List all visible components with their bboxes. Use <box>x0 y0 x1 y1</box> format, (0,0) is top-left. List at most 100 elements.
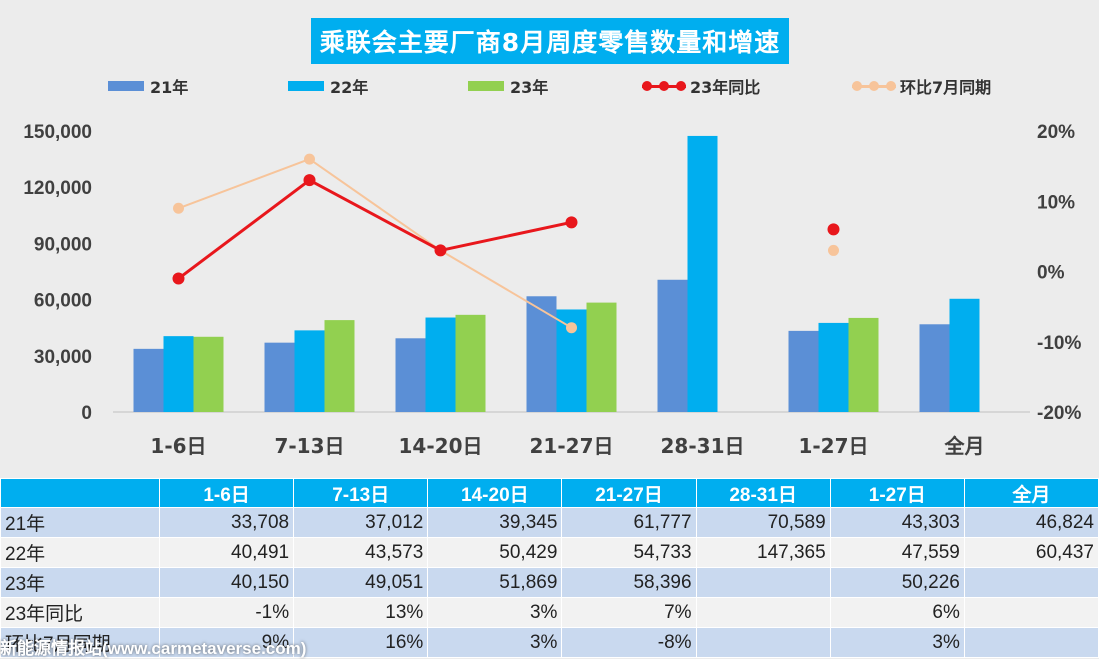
legend-line-mom <box>852 80 896 92</box>
y-right-tick-label: -20% <box>1037 403 1081 424</box>
point-环比7月同期 <box>828 244 839 256</box>
table-cell: 40,491 <box>158 537 295 568</box>
bar-22年 <box>949 298 980 412</box>
legend-swatch-21 <box>108 81 144 91</box>
chart-legend: 21年 22年 23年 23年同比 环比7月 <box>0 74 1099 98</box>
legend-label-yoy: 23年同比 <box>690 78 761 97</box>
table-header-cell: 21-27日 <box>561 478 697 508</box>
bar-22年 <box>163 336 194 412</box>
legend-label-mom: 环比7月同期 <box>900 78 992 97</box>
legend-item-mom: 环比7月同期 <box>852 74 991 98</box>
y-right-tick-label: 20% <box>1037 122 1075 143</box>
table-cell: 61,777 <box>561 507 697 538</box>
legend-item-yoy: 23年同比 <box>642 74 760 98</box>
y-left-tick-label: 30,000 <box>34 347 92 368</box>
x-tick-label: 1-27日 <box>798 434 868 458</box>
y-left-tick-label: 90,000 <box>34 234 92 255</box>
legend-swatch-22 <box>288 81 324 91</box>
bar-22年 <box>294 330 325 412</box>
line-segment-环比7月同期 <box>178 158 310 210</box>
bar-22年 <box>425 317 456 412</box>
table-cell: 43,573 <box>293 537 429 568</box>
table-cell: 13% <box>293 597 429 628</box>
bar-23年 <box>193 336 224 412</box>
table-cell <box>963 567 1099 598</box>
table-header-cell: 1-27日 <box>829 478 965 508</box>
table-cell: 70,589 <box>695 507 831 538</box>
table-row: 23年 40,150 49,051 51,869 58,396 50,226 <box>0 567 1099 598</box>
table-row: 23年同比 -1% 13% 3% 7% 6% <box>0 597 1099 628</box>
legend-label-23: 23年 <box>510 78 549 97</box>
table-cell: 50,429 <box>427 537 563 568</box>
x-tick-label: 21-27日 <box>530 434 614 458</box>
table-cell: 46,824 <box>963 507 1099 538</box>
legend-label-22: 22年 <box>330 78 369 97</box>
legend-line-yoy <box>642 80 686 92</box>
row-label: 21年 <box>0 507 160 538</box>
row-label: 环比7月同期 <box>0 627 160 658</box>
bar-21年 <box>526 296 557 412</box>
y-right-tick-label: 0% <box>1037 263 1065 284</box>
bar-22年 <box>818 322 849 412</box>
table-header-cell: 14-20日 <box>427 478 563 508</box>
point-环比7月同期 <box>173 202 184 214</box>
x-tick-label: 1-6日 <box>150 434 206 458</box>
table-cell: 6% <box>829 597 965 628</box>
bar-23年 <box>324 320 355 412</box>
line-segment-23年同比 <box>308 178 442 252</box>
table-cell: 50,226 <box>829 567 965 598</box>
legend-item-23: 23年 <box>468 74 548 98</box>
bar-23年 <box>586 302 617 412</box>
x-tick-label: 28-31日 <box>661 434 745 458</box>
table-cell: 33,708 <box>158 507 295 538</box>
table-row: 环比7月同期 9% 16% 3% -8% 3% <box>0 627 1099 658</box>
point-23年同比 <box>303 174 316 187</box>
y-left-tick-label: 120,000 <box>23 178 92 199</box>
table-header-cell: 28-31日 <box>695 478 831 508</box>
y-right-tick-label: 10% <box>1037 192 1075 213</box>
table-cell: 16% <box>293 627 429 658</box>
table-header-cell: 全月 <box>963 478 1099 508</box>
bar-21年 <box>919 324 950 412</box>
bar-21年 <box>395 338 426 412</box>
legend-item-21: 21年 <box>108 74 188 98</box>
legend-item-22: 22年 <box>288 74 368 98</box>
legend-swatch-23 <box>468 81 504 91</box>
table-cell: 37,012 <box>293 507 429 538</box>
table-cell <box>695 627 831 658</box>
x-tick-label: 14-20日 <box>399 434 483 458</box>
chart-plot: 0 30,000 60,000 90,000 120,000 150,000 -20% -10… <box>23 122 1081 458</box>
bar-22年 <box>687 135 718 413</box>
table-cell: 39,345 <box>427 507 563 538</box>
line-segment-环比7月同期 <box>308 158 442 252</box>
table-cell: 60,437 <box>963 537 1099 568</box>
row-label: 22年 <box>0 537 160 568</box>
x-tick-label: 7-13日 <box>274 434 344 458</box>
table-row: 21年 33,708 37,012 39,345 61,777 70,589 4… <box>0 507 1099 538</box>
table-cell: -8% <box>561 627 697 658</box>
bar-21年 <box>133 348 164 412</box>
watermark: 新能源情报站(www.carmetaverse.com) <box>0 639 307 658</box>
point-23年同比 <box>565 216 578 229</box>
table-header-row: 1-6日 7-13日 14-20日 21-27日 28-31日 1-27日 全月 <box>0 478 1099 508</box>
point-环比7月同期 <box>304 153 315 165</box>
bar-21年 <box>264 342 295 412</box>
table-cell: 147,365 <box>695 537 831 568</box>
point-23年同比 <box>827 223 840 236</box>
row-label: 23年 <box>0 567 160 598</box>
y-left-tick-label: 150,000 <box>23 122 92 143</box>
table-cell: 49,051 <box>293 567 429 598</box>
table-cell <box>695 597 831 628</box>
bar-23年 <box>848 317 879 412</box>
line-segment-23年同比 <box>440 220 572 252</box>
bar-21年 <box>788 330 819 412</box>
y-left-tick-label: 60,000 <box>34 291 92 312</box>
table-cell: -1% <box>158 597 295 628</box>
line-segment-环比7月同期 <box>439 249 573 329</box>
table-cell <box>963 627 1099 658</box>
table-header-corner <box>0 478 160 508</box>
point-23年同比 <box>434 244 447 257</box>
row-label: 23年同比 <box>0 597 160 628</box>
table-cell: 3% <box>829 627 965 658</box>
x-tick-label: 全月 <box>944 434 985 458</box>
